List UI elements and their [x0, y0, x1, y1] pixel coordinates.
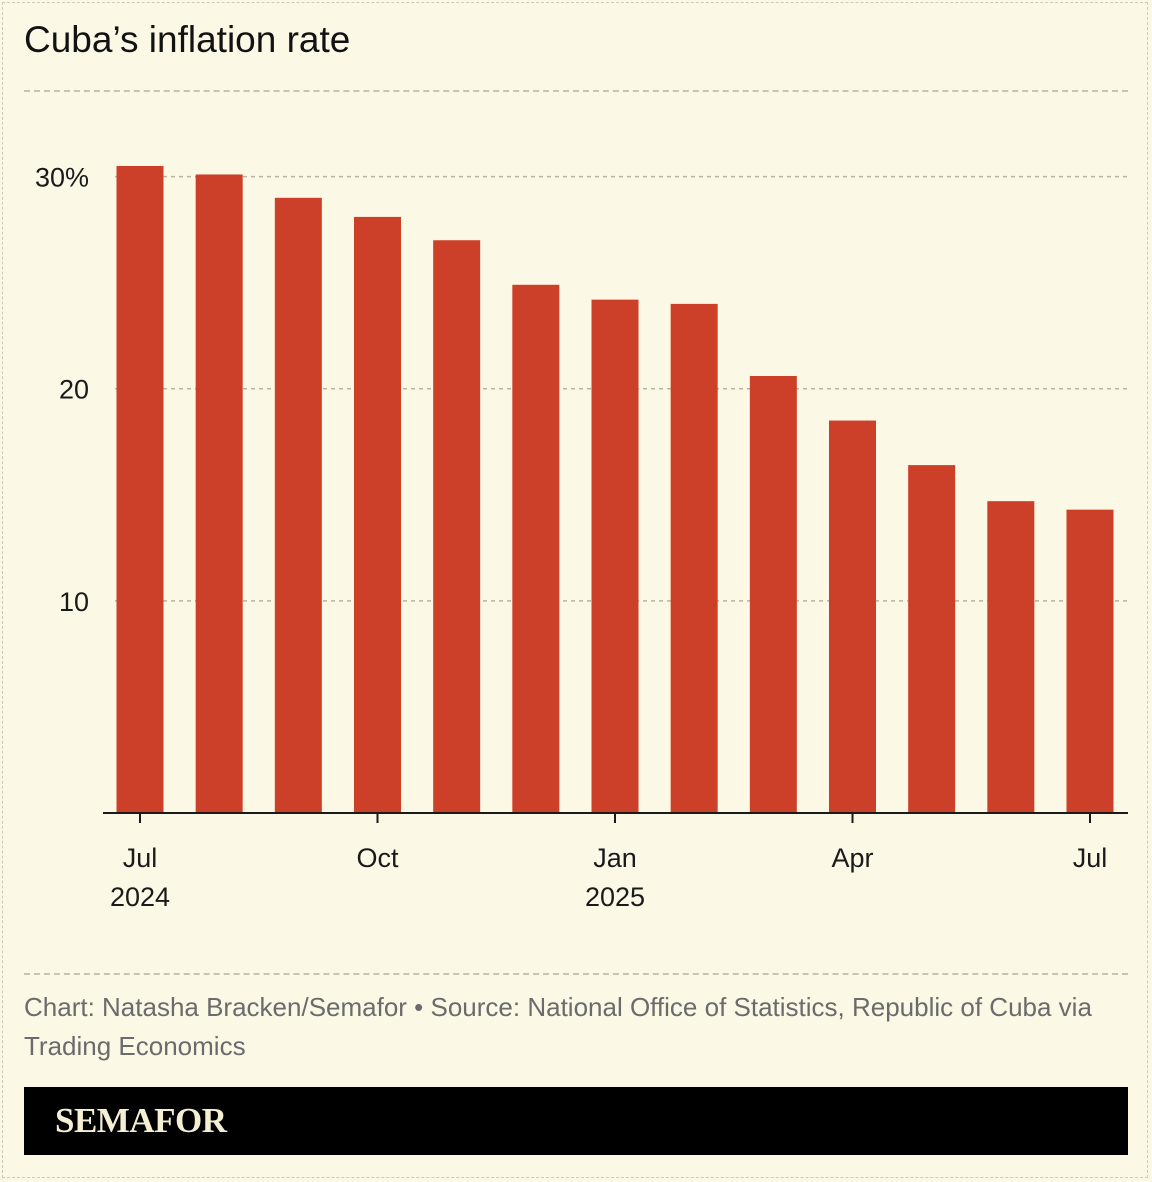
bar [987, 501, 1035, 813]
x-tick-label: Apr [831, 843, 873, 873]
bar [274, 197, 322, 813]
title-divider [24, 90, 1128, 92]
y-tick-label: 10 [59, 587, 89, 617]
chart-credit: Chart: Natasha Bracken/Semafor • Source:… [24, 992, 1092, 1061]
bar [195, 174, 243, 814]
axis-labels: 10 20 30% Jul 2024 Oct Jan 2025 Apr Jul [35, 163, 1107, 912]
bar [116, 166, 164, 813]
bar [512, 284, 560, 813]
bar [354, 216, 401, 813]
brand-bar: SEMAFOR [24, 1087, 1128, 1155]
bar [433, 240, 481, 813]
semafor-logo: SEMAFOR [55, 1101, 227, 1140]
footer-divider [24, 973, 1128, 975]
bars [116, 166, 1114, 814]
x-tick-label: Jan [593, 843, 637, 873]
x-tick-label: Jul [123, 843, 158, 873]
bar [749, 376, 797, 813]
x-tick-label: Oct [356, 843, 399, 873]
bar [591, 299, 639, 814]
x-axis [103, 812, 1128, 823]
y-tick-label: 20 [59, 375, 89, 405]
bar-chart: 10 20 30% Jul 2024 Oct Jan 2025 Apr Jul [35, 163, 1128, 912]
x-tick-year-label: 2024 [110, 882, 170, 912]
chart-title: Cuba’s inflation rate [24, 19, 351, 60]
bar [908, 465, 956, 813]
bar [829, 420, 876, 813]
bar [1066, 509, 1114, 813]
x-tick-label: Jul [1073, 843, 1108, 873]
y-tick-label: 30% [35, 163, 89, 193]
bar [670, 303, 718, 813]
x-tick-year-label: 2025 [585, 882, 645, 912]
